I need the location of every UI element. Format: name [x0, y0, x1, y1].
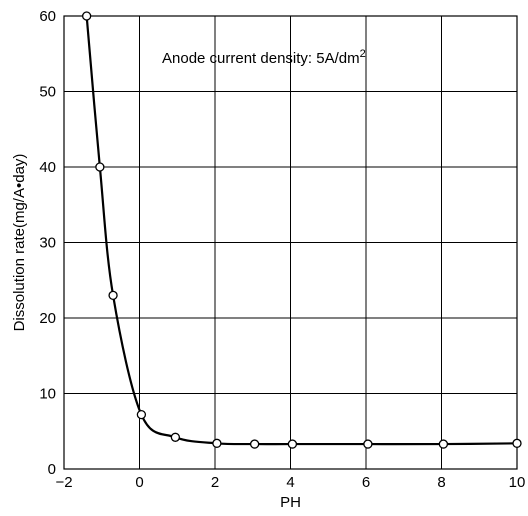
data-point: [83, 12, 91, 20]
y-tick-label: 10: [39, 386, 56, 403]
data-point: [171, 433, 179, 441]
x-tick-label: 8: [437, 474, 445, 491]
data-point: [364, 440, 372, 448]
annotation-text: Anode current density: 5A/dm: [162, 50, 360, 67]
data-point: [213, 439, 221, 447]
data-point: [251, 440, 259, 448]
x-tick-label: 4: [286, 474, 294, 491]
y-tick-label: 50: [39, 84, 56, 101]
y-tick-label: 40: [39, 159, 56, 176]
y-tick-label: 20: [39, 310, 56, 327]
y-axis-label: Dissolution rate(mg/A•day): [11, 154, 28, 332]
data-point: [109, 291, 117, 299]
data-point: [513, 439, 521, 447]
y-tick-label: 30: [39, 235, 56, 252]
chart-annotation: Anode current density: 5A/dm2: [162, 48, 366, 67]
x-tick-label: 6: [362, 474, 370, 491]
gridlines: [64, 16, 517, 469]
y-tick-label: 60: [39, 8, 56, 25]
x-tick-labels: −2 0 2 4 6 8 10: [55, 474, 525, 491]
data-point: [137, 411, 145, 419]
data-point: [439, 440, 447, 448]
data-point: [288, 440, 296, 448]
data-points: [83, 12, 521, 448]
x-tick-label: 2: [211, 474, 219, 491]
annotation-superscript: 2: [360, 48, 366, 60]
x-axis-label: PH: [280, 494, 301, 511]
data-point: [96, 163, 104, 171]
y-tick-label: 0: [48, 461, 56, 478]
x-tick-label: −2: [55, 474, 72, 491]
x-tick-label: 10: [509, 474, 526, 491]
y-tick-labels: 0 10 20 30 40 50 60: [39, 8, 56, 478]
series-line: [87, 16, 517, 444]
x-tick-label: 0: [135, 474, 143, 491]
